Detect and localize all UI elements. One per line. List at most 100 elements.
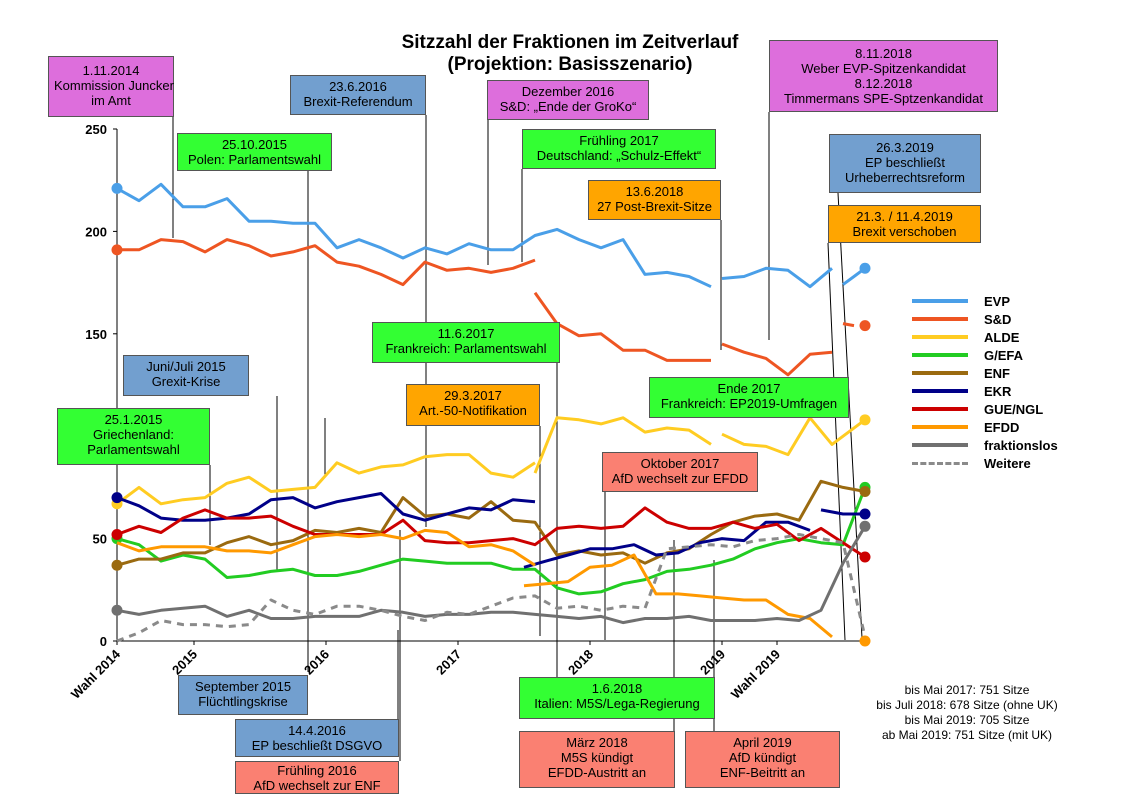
legend-swatch — [912, 335, 968, 339]
chart-title-line-1: Sitzzahl der Fraktionen im Zeitverlauf — [401, 32, 739, 53]
annotation-line: 8.12.2018 — [854, 76, 913, 91]
annotation-line: Italien: M5S/Lega-Regierung — [534, 696, 700, 711]
series-ekr — [111, 492, 871, 569]
annotation-leader — [837, 192, 863, 639]
annotation-line: Griechenland: — [93, 427, 174, 442]
chart-title: Sitzzahl der Fraktionen im Zeitverlauf (… — [300, 32, 840, 76]
annotation-line: EP beschließt DSGVO — [251, 738, 383, 753]
series-g-efa — [111, 481, 871, 596]
legend-entry: EVP — [912, 292, 1092, 310]
series-line — [533, 291, 711, 362]
series-line — [117, 238, 536, 287]
series-point — [111, 559, 123, 571]
annotation-line: Frühling 2017 — [579, 133, 659, 148]
annotation-line: EFDD-Austritt an — [547, 765, 647, 780]
seat-note: bis Mai 2017: 751 Sitze — [904, 683, 1030, 697]
legend-entry: fraktionslos — [912, 436, 1092, 454]
legend-swatch — [912, 425, 968, 429]
legend-label: GUE/NGL — [984, 401, 1044, 417]
series-point — [111, 529, 123, 541]
annotation-line: 25.1.2015 — [104, 412, 163, 427]
annotation-fluechtlingskrise: September 2015 Flüchtlingskrise — [178, 675, 308, 715]
annotation-m5s: März 2018 M5S kündigt EFDD-Austritt an — [519, 731, 675, 788]
annotation-line: 11.6.2017 — [437, 326, 495, 341]
legend-entry: EKR — [912, 382, 1092, 400]
seat-note: bis Juli 2018: 678 Sitze (ohne UK) — [876, 698, 1058, 712]
annotation-schulz-effekt: Frühling 2017 Deutschland: „Schulz-Effekt… — [522, 129, 716, 169]
series-line — [721, 266, 833, 289]
x-tick-label: Wahl 2019 — [728, 647, 783, 702]
x-tick-label: 2017 — [433, 647, 464, 678]
series-line — [116, 506, 866, 559]
annotation-line: Frankreich: Parlamentswahl — [385, 341, 547, 356]
y-tick-label: 200 — [85, 224, 107, 239]
legend-swatch — [912, 389, 968, 393]
y-tick-label: 250 — [85, 122, 107, 137]
x-tick-label: 2019 — [697, 647, 728, 678]
series-line — [721, 416, 866, 457]
legend-entry: ENF — [912, 364, 1092, 382]
annotation-line: Deutschland: „Schulz-Effekt“ — [536, 148, 702, 163]
series-efdd — [116, 528, 871, 647]
annotation-grexit: Juni/Juli 2015 Grexit-Krise — [123, 355, 249, 396]
legend-entry: S&D — [912, 310, 1092, 328]
annotation-brexit-referendum: 23.6.2016 Brexit-Referendum — [290, 75, 426, 115]
annotation-line: Brexit verschoben — [852, 224, 957, 239]
annotation-line: 27 Post-Brexit-Sitze — [597, 199, 712, 214]
annotation-line: April 2019 — [733, 735, 792, 750]
annotation-afd-efdd: Oktober 2017 AfD wechselt zur EFDD — [602, 452, 758, 492]
annotation-line: Flüchtlingskrise — [198, 694, 288, 709]
annotation-italien: 1.6.2018 Italien: M5S/Lega-Regierung — [519, 677, 715, 719]
series-line — [116, 525, 867, 625]
annotation-line: AfD kündigt — [728, 750, 797, 765]
series-enf — [111, 479, 871, 571]
y-tick-label: 150 — [85, 327, 107, 342]
annotation-line: Kommission Juncker — [54, 78, 174, 93]
legend-entry: G/EFA — [912, 346, 1092, 364]
annotation-ep2019-umfragen: Ende 2017 Frankreich: EP2019-Umfragen — [649, 377, 849, 418]
series-line — [116, 453, 536, 506]
series-point — [111, 182, 123, 194]
series-line — [820, 508, 865, 516]
annotation-line: Art.-50-Notifikation — [419, 403, 527, 418]
legend-swatch — [912, 317, 968, 321]
legend-label: EVP — [984, 293, 1011, 309]
legend-entry: GUE/NGL — [912, 400, 1092, 418]
series-line — [116, 486, 867, 596]
annotation-line: 23.6.2016 — [329, 79, 387, 94]
legend-label: EFDD — [984, 419, 1020, 435]
legend-label: Weitere — [984, 455, 1031, 471]
annotation-line: Oktober 2017 — [640, 456, 720, 471]
seat-count-notes: bis Mai 2017: 751 Sitze bis Juli 2018: 6… — [852, 683, 1082, 743]
legend-swatch — [912, 353, 968, 357]
annotation-line: März 2018 — [566, 735, 628, 750]
annotation-line: Weber EVP-Spitzenkandidat — [801, 61, 966, 76]
series-line — [523, 520, 811, 569]
annotation-line: Brexit-Referendum — [303, 94, 413, 109]
seat-note: ab Mai 2019: 751 Sitze (mit UK) — [881, 728, 1053, 742]
legend: EVP S&D ALDE G/EFA ENF EKR GUE/NGL EFDD fraktion… — [912, 292, 1092, 472]
series-layer — [111, 182, 871, 647]
x-tick-label: 2016 — [301, 647, 332, 678]
annotation-line: Parlamentswahl — [87, 442, 180, 457]
annotation-line: ENF-Beitritt an — [719, 765, 806, 780]
series-line — [721, 342, 833, 377]
annotation-line: im Amt — [91, 93, 131, 108]
seat-note: bis Mai 2019: 705 Sitze — [904, 713, 1030, 727]
annotation-line: 1.6.2018 — [591, 681, 643, 696]
x-tick-label: 2015 — [169, 647, 200, 678]
annotation-griechenland: 25.1.2015 Griechenland: Parlamentswahl — [57, 408, 210, 465]
legend-swatch — [912, 461, 968, 465]
annotation-line: Juni/Juli 2015 — [146, 359, 226, 374]
annotation-line: S&D: „Ende der GroKo“ — [499, 99, 637, 114]
x-tick-label: 2018 — [565, 647, 596, 678]
series-alde — [111, 414, 871, 510]
series-s-d — [111, 238, 871, 377]
annotation-line: EP beschließt — [865, 155, 945, 170]
series-gue-ngl — [111, 506, 871, 563]
legend-label: S&D — [984, 311, 1012, 327]
series-point — [859, 414, 871, 426]
annotation-line: 14.4.2016 — [288, 723, 346, 738]
series-line — [842, 322, 855, 328]
annotation-line: M5S kündigt — [560, 750, 634, 765]
